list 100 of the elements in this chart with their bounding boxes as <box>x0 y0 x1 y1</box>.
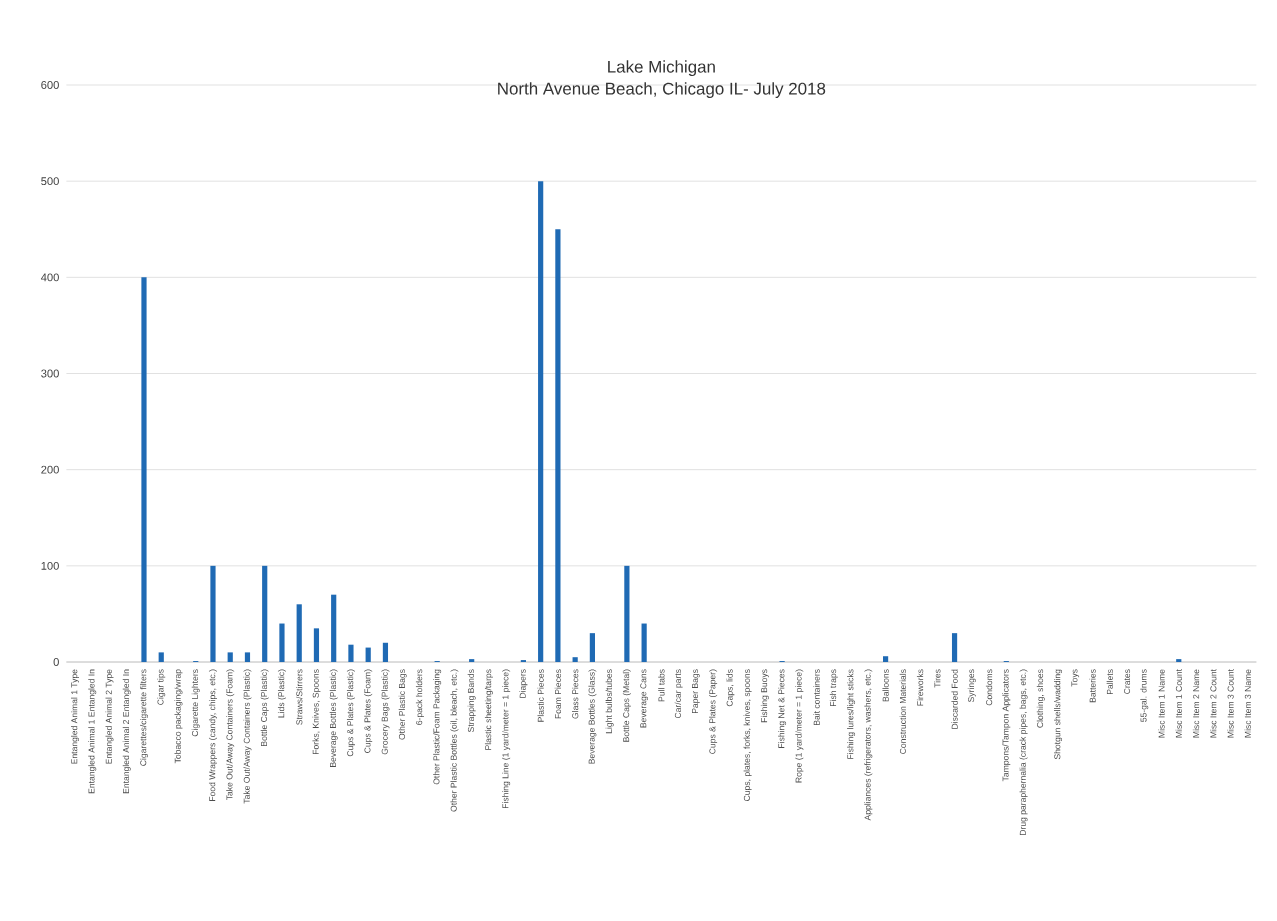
bar <box>210 565 216 662</box>
x-tick-label: Take Out/Away Containers (Foam) <box>226 669 235 801</box>
x-tick-label: Entangled Animal 2 Type <box>105 669 114 764</box>
x-tick-label: Plastic Pieces <box>537 669 544 722</box>
x-tick-label: Syringes <box>967 669 976 702</box>
x-tick-label: Crates <box>1124 669 1131 694</box>
bar <box>1176 659 1182 662</box>
x-tick-label: Beverage Bottles (Plastic) <box>329 669 338 767</box>
x-tick-label: Misc Item 3 Name <box>1244 669 1251 738</box>
bar <box>382 642 389 662</box>
x-tick-label: Beverage Cans <box>640 669 649 728</box>
bar <box>951 633 958 662</box>
x-tick-label: Straws/Stirrers <box>296 669 303 725</box>
x-tick-label: Other Plastic/Foam Packaging <box>433 669 442 785</box>
bar <box>641 623 647 662</box>
x-tick-label: Bottle Caps (Metal) <box>622 669 631 742</box>
x-tick-label: Light bulbs/tubes <box>605 669 614 734</box>
x-tick-label: Toys <box>1071 669 1080 687</box>
bar <box>227 652 233 662</box>
x-tick-label: Grocery Bags (Plastic) <box>381 669 390 755</box>
x-tick-label: 6-pack holders <box>415 669 424 725</box>
bar <box>624 565 630 662</box>
bar <box>296 604 302 662</box>
x-tick-label: Other Plastic Bottles (oil, bleach, etc.) <box>450 669 459 812</box>
bar <box>882 656 889 662</box>
x-tick-label: Fishing Buoys <box>760 669 769 723</box>
x-tick-label: Drug paraphernalia (crack pipes, bags, etc.) <box>1019 669 1028 836</box>
x-tick-label: Clothing, shoes <box>1036 669 1045 728</box>
x-tick-label: Lids (Plastic) <box>277 669 286 718</box>
x-tick-label: Condoms <box>985 669 993 706</box>
bar <box>244 652 251 662</box>
bar <box>331 594 337 662</box>
x-tick-label: Other Plastic Bags <box>398 669 407 740</box>
x-tick-label: Balloons <box>882 669 889 702</box>
x-tick-label: Misc Item 1 Count <box>1175 669 1182 738</box>
x-tick-label: Fireworks <box>916 669 924 706</box>
x-tick-label: Cups & Plates (Paper) <box>709 669 718 754</box>
y-tick-label: 400 <box>40 273 59 282</box>
x-tick-label: Foam Pieces <box>554 669 562 719</box>
x-tick-label: Entangled Animal 1 Type <box>71 669 79 764</box>
y-tick-label: 200 <box>41 465 59 474</box>
bar <box>313 628 320 662</box>
y-tick-label: 600 <box>41 81 59 89</box>
x-tick-label: Misc Item 1 Name <box>1158 669 1165 738</box>
x-tick-label: Food Wrappers (candy, chips, etc.) <box>208 669 217 801</box>
x-tick-label: Cigarettes/cigarette filters <box>139 669 148 766</box>
x-tick-label: Misc Item 3 Count <box>1227 669 1234 738</box>
x-tick-label: Take Out/Away Containers (Plastic) <box>243 669 252 804</box>
x-tick-label: Shotgun shells/wadding <box>1054 669 1063 760</box>
x-tick-label: Tampons/Tampon Applicators <box>1002 669 1011 782</box>
x-tick-label: Fishing lures/light sticks <box>847 669 856 759</box>
x-tick-label: Beverage Bottles (Glass) <box>588 669 597 764</box>
x-tick-label: Bait containers <box>813 669 820 726</box>
bar <box>589 633 595 662</box>
x-tick-label: Tobacco packaging/wrap <box>174 669 183 764</box>
x-tick-label: Caps, lids <box>726 669 735 707</box>
x-tick-label: Batteries <box>1089 669 1096 703</box>
bar <box>469 659 475 662</box>
bar <box>365 647 371 662</box>
bar <box>348 644 354 662</box>
x-tick-label: Strapping Bands <box>467 669 476 733</box>
x-tick-label: Misc Item 2 Count <box>1210 669 1217 738</box>
bar <box>141 277 147 662</box>
x-tick-label: Rope (1 yard/meter = 1 piece) <box>795 669 804 783</box>
x-tick-label: Entangled Animal 2 Entangled In <box>122 669 131 794</box>
y-tick-label: 300 <box>41 369 59 378</box>
x-tick-label: 55-gal. drums <box>1140 669 1149 722</box>
x-tick-label: Fishing Net & Pieces <box>778 669 787 748</box>
x-tick-label: Pull tabs <box>658 669 665 702</box>
x-tick-label: Cups & Plates (Plastic) <box>346 669 355 757</box>
x-tick-label: Paper Bags <box>692 669 700 714</box>
x-tick-label: Glass Pieces <box>571 669 579 719</box>
y-tick-label: 0 <box>53 658 59 666</box>
x-tick-label: Discarded Food <box>951 669 958 729</box>
x-tick-label: Forks, Knives, Spoons <box>312 669 321 755</box>
x-tick-label: Plastic sheeting/tarps <box>484 669 493 750</box>
bar <box>555 229 561 662</box>
x-tick-label: Fish traps <box>829 669 838 706</box>
x-tick-label: Fishing Line (1 yard/meter = 1 piece) <box>502 669 511 809</box>
chart-subtitle: North Avenue Beach, Chicago IL- July 2018 <box>498 82 826 98</box>
x-tick-label: Cigarette Lighters <box>191 669 200 737</box>
bar <box>538 181 544 662</box>
bar <box>158 652 164 662</box>
x-tick-label: Entangled Animal 1 Entangled In <box>88 669 97 794</box>
x-tick-label: Pallets <box>1106 669 1113 695</box>
x-tick-label: Bottle Caps (Plastic) <box>260 669 269 746</box>
chart-title: Lake Michigan <box>608 60 715 77</box>
x-tick-label: Car/car parts <box>674 669 683 719</box>
x-tick-label: Cups & Plates (Foam) <box>364 669 373 753</box>
y-tick-label: 500 <box>41 177 59 186</box>
x-tick-label: Diapers <box>519 669 528 698</box>
x-tick-label: Misc Item 2 Name <box>1192 669 1200 738</box>
x-tick-label: Appliances (refrigerators, washers, etc.) <box>864 669 873 821</box>
x-tick-label: Cigar tips <box>157 669 166 705</box>
x-tick-label: Cups, plates, forks, knives, spoons <box>743 669 752 801</box>
y-tick-label: 100 <box>41 561 59 570</box>
x-tick-label: Construction Materials <box>899 669 906 754</box>
bar <box>279 623 285 662</box>
bar <box>572 657 578 662</box>
x-tick-label: Tires <box>934 669 941 688</box>
